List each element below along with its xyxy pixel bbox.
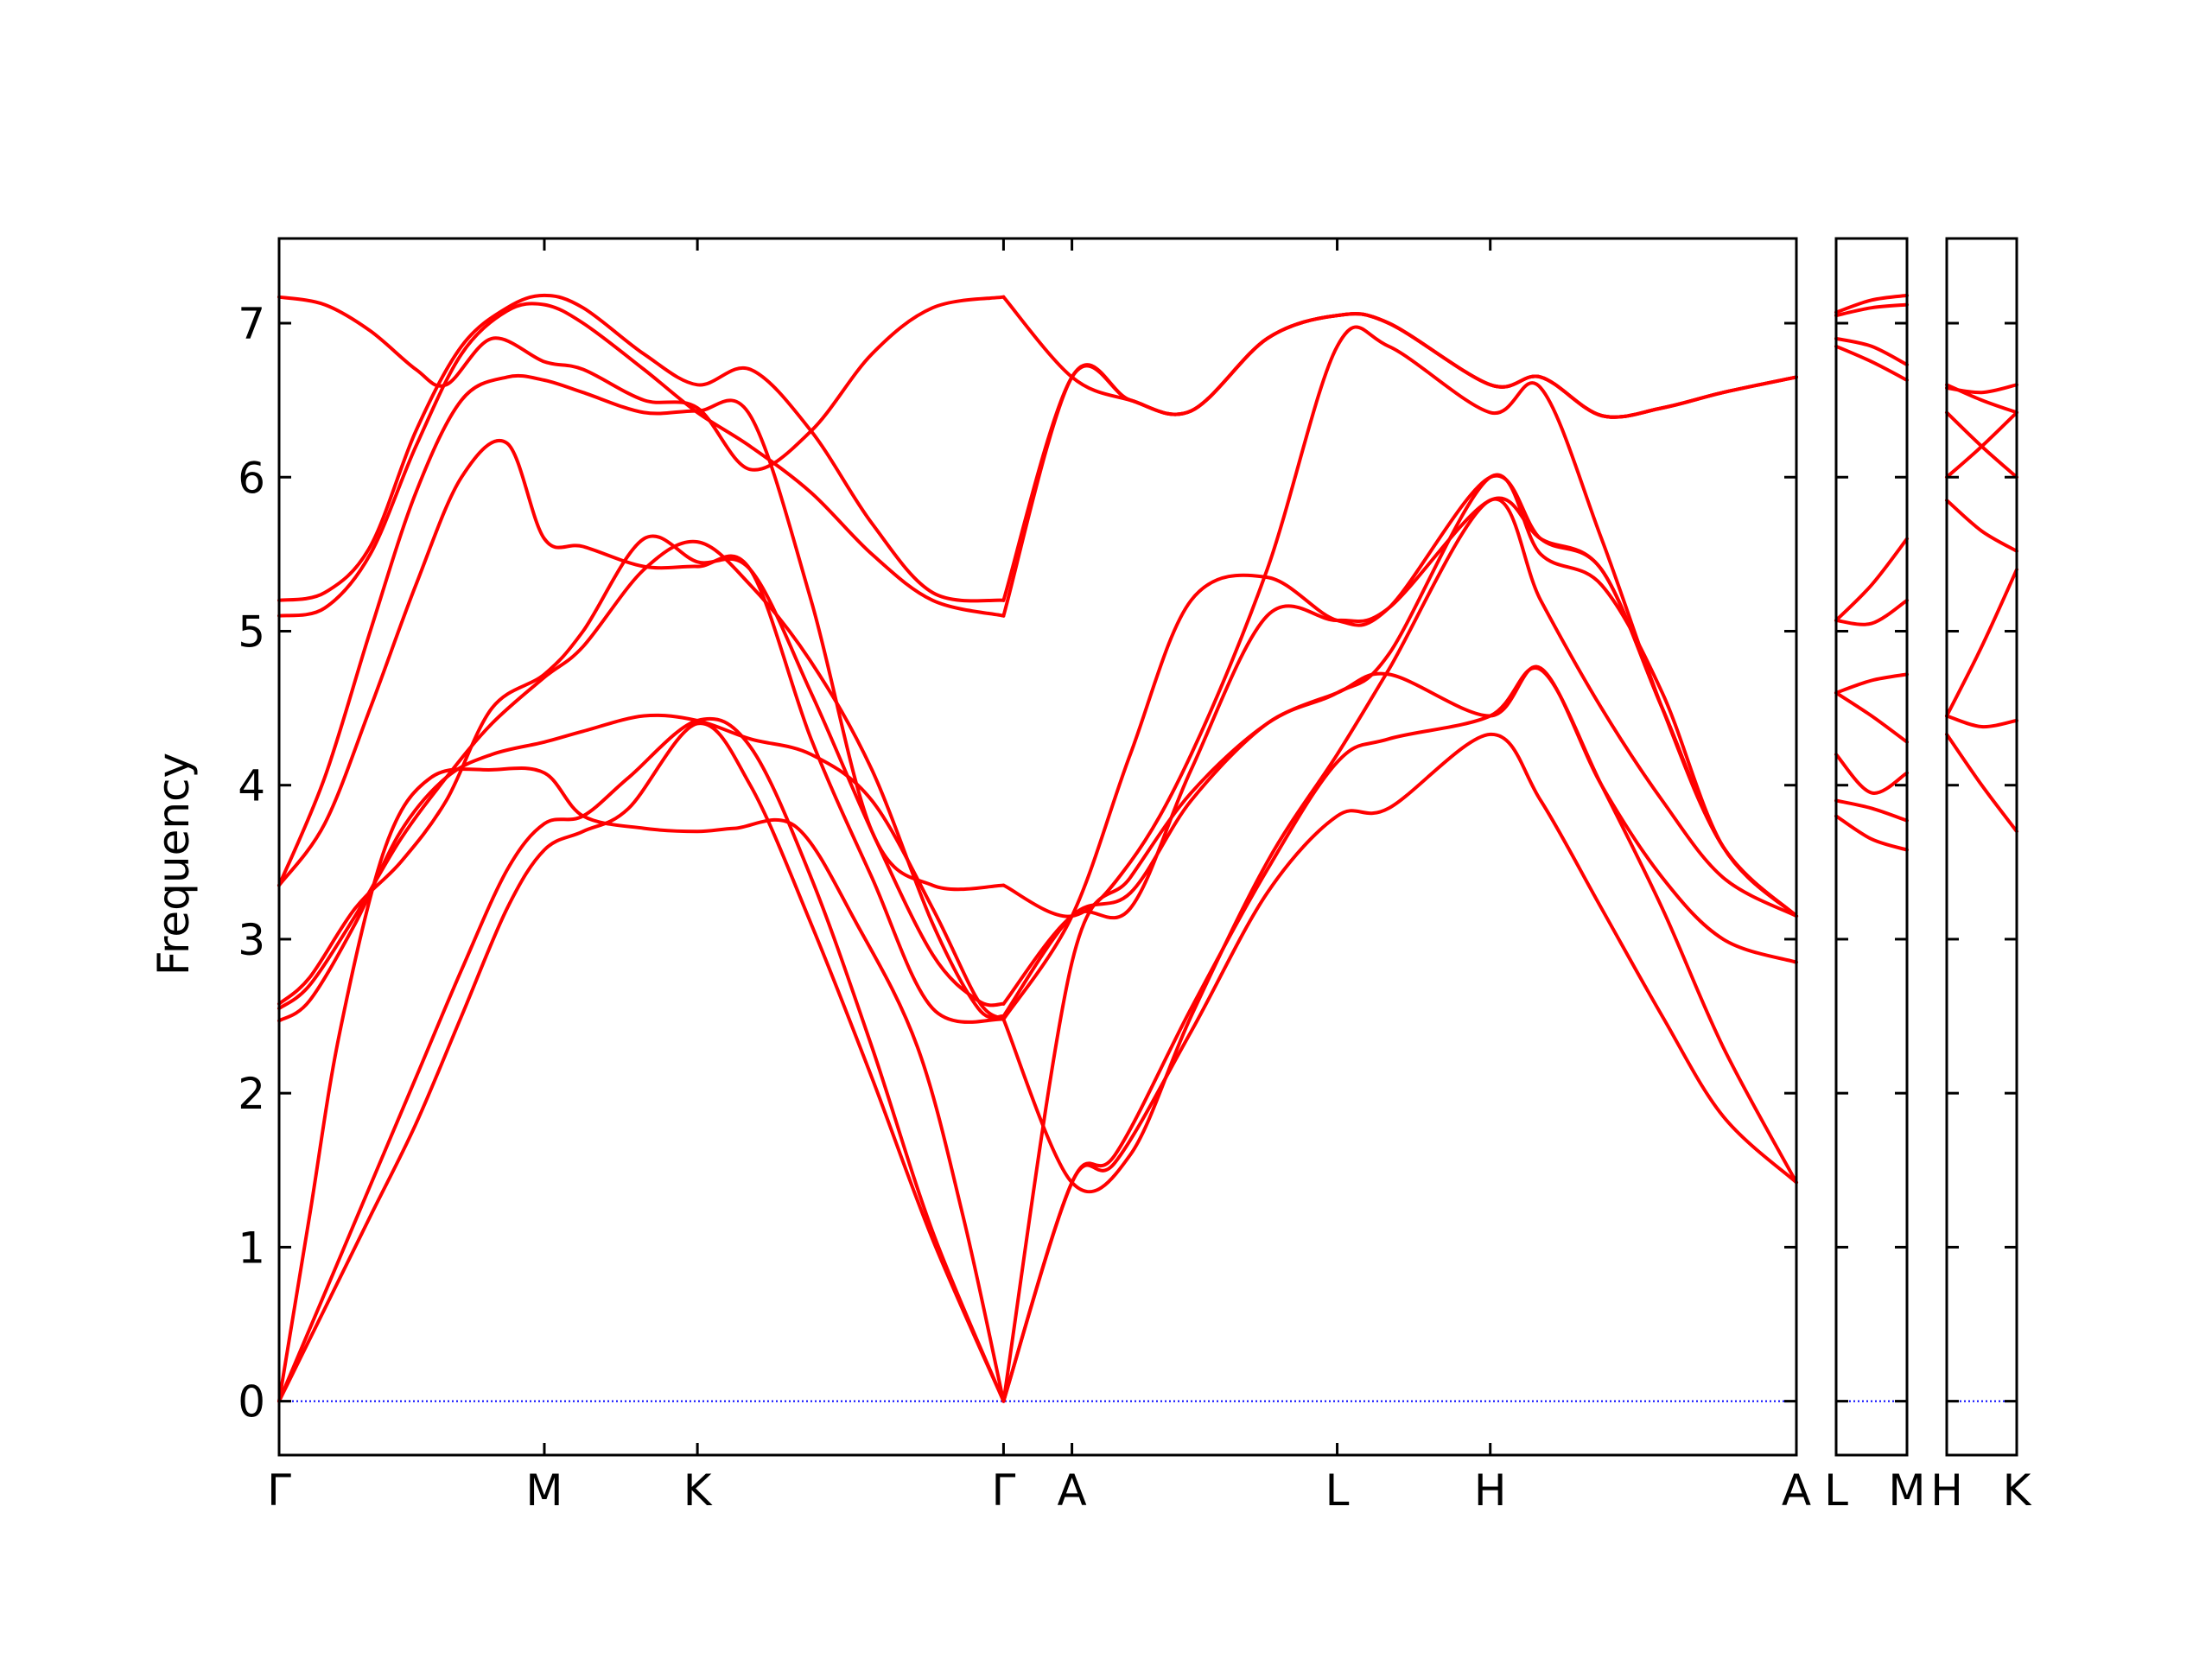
band-line-3 [277,766,1006,1403]
band-line-3 [1945,568,2018,718]
x-tick-label: L [1824,1465,1848,1516]
band-line-6 [1945,410,2018,480]
y-axis-label: Frequency [149,753,199,976]
band-line-6 [277,534,1006,1007]
band-line-2 [277,716,1006,1403]
band-line-10 [1001,312,1798,602]
band-line-10 [1834,302,1909,318]
band-line-4 [1945,499,2018,553]
band-line-7 [1834,537,1909,622]
x-tick-label: A [1057,1465,1086,1516]
y-tick-label: 2 [238,1069,265,1119]
band-line-5 [277,539,1006,1020]
x-tick-label: M [525,1465,563,1516]
y-tick-label: 1 [238,1223,265,1273]
x-tick-label: H [1930,1465,1963,1516]
x-tick-label: Γ [267,1465,291,1516]
band-line-11 [1834,293,1909,315]
y-tick-label: 0 [238,1377,265,1427]
x-tick-label: H [1474,1465,1507,1516]
band-line-9 [1001,312,1798,618]
x-tick-label: L [1325,1465,1350,1516]
band-line-1 [1834,814,1909,852]
band-line-4 [1834,690,1909,744]
band-line-8 [1001,325,1798,918]
band-line-2 [1945,714,2018,729]
band-line-8 [1945,383,2018,395]
y-tick-label: 4 [238,761,265,811]
band-line-5 [1834,672,1909,695]
band-line-9 [1834,336,1909,367]
band-line-11 [277,295,1006,472]
band-line-8 [277,373,1006,892]
band-line-6 [1834,598,1909,626]
band-line-2 [1001,665,1798,1403]
band-line-3 [1001,664,1798,1403]
y-tick-label: 5 [238,607,265,657]
band-line-1 [1001,732,1798,1403]
x-tick-label: K [2003,1465,2032,1516]
x-tick-label: A [1782,1465,1811,1516]
x-tick-label: Γ [991,1465,1015,1516]
band-line-1 [277,721,1006,1403]
band-line-1 [1945,732,2018,834]
plot-frame [1834,237,1909,1457]
x-tick-label: M [1888,1465,1925,1516]
band-line-9 [277,302,1006,618]
band-line-4 [1001,497,1798,1194]
band-line-11 [1001,295,1798,419]
y-tick-label: 6 [238,453,265,503]
x-tick-label: K [683,1465,713,1516]
y-tick-label: 3 [238,915,265,965]
band-line-3 [1834,753,1909,795]
band-line-10 [277,293,1006,603]
band-line-7 [277,438,1006,1024]
plot-frame [277,237,1798,1457]
band-line-2 [1834,798,1909,823]
y-tick-label: 7 [238,299,265,349]
band-line-5 [1001,473,1798,1019]
plot-frame [1945,237,2018,1457]
band-line-8 [1834,344,1909,382]
